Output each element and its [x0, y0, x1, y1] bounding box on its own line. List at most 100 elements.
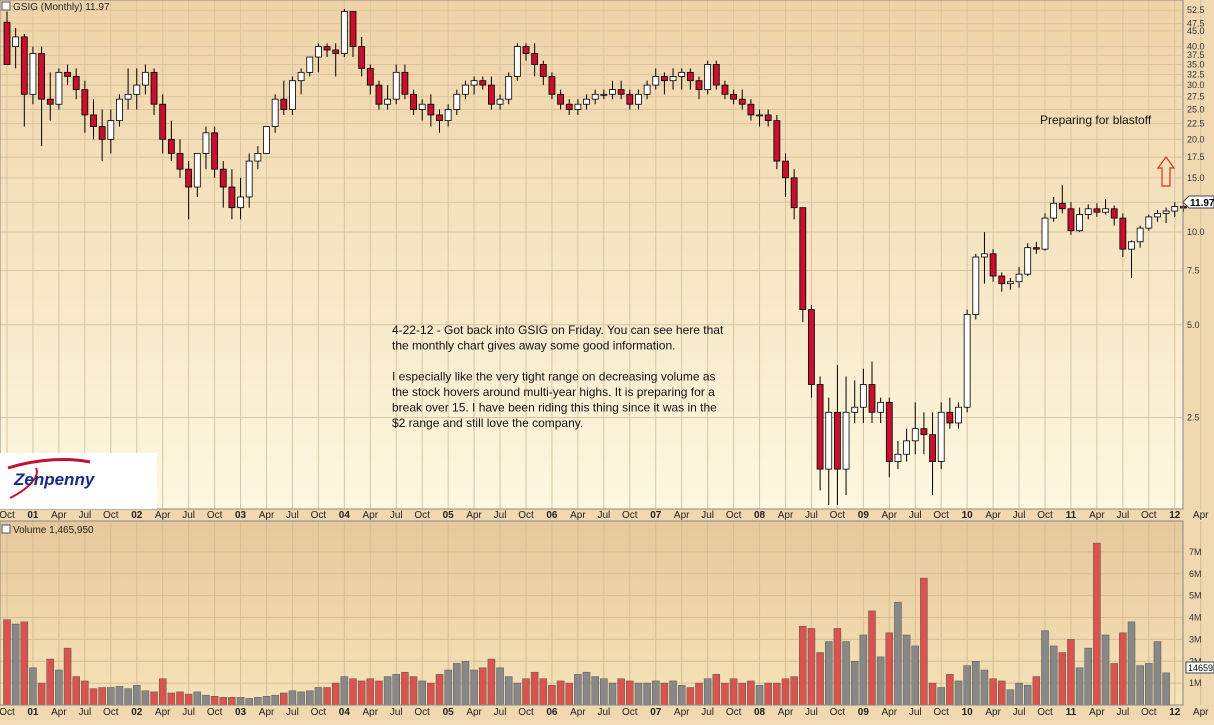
candle-body — [462, 84, 469, 95]
date-tick-label: Apr — [51, 510, 67, 521]
volume-bar — [799, 626, 807, 706]
volume-bar — [184, 693, 193, 706]
date-tick-label: 03 — [235, 707, 247, 718]
candle — [808, 304, 815, 398]
volume-bar — [236, 697, 245, 706]
candle-body — [600, 93, 608, 96]
date-tick-label: Apr — [1193, 510, 1209, 521]
date-tick-label: Jul — [286, 510, 299, 521]
volume-bar — [3, 619, 11, 706]
date-tick-label: Apr — [1193, 707, 1209, 718]
candle — [557, 89, 564, 110]
candle — [150, 68, 158, 115]
candle — [392, 64, 400, 105]
date-tick-label: Jul — [701, 510, 714, 521]
candle — [704, 60, 712, 95]
candle-body — [989, 253, 997, 277]
date-tick-label: Jul — [805, 707, 818, 718]
candle — [583, 94, 590, 110]
volume-bar — [1119, 632, 1127, 706]
date-tick-label: 07 — [650, 510, 662, 521]
candle-body — [1162, 210, 1170, 214]
candle — [167, 120, 175, 162]
candle — [738, 89, 746, 110]
candle — [124, 68, 132, 110]
date-tick-label: Oct — [518, 707, 534, 718]
candle-body — [314, 46, 322, 58]
candle-body — [46, 98, 54, 105]
candle-body — [704, 64, 712, 91]
candle — [90, 99, 97, 140]
date-tick-label: Jul — [494, 707, 507, 718]
candle-body — [505, 76, 513, 100]
volume-bar — [401, 671, 409, 706]
candle — [652, 68, 660, 90]
candle-body — [963, 314, 971, 408]
candle-body — [1145, 216, 1153, 229]
candle-body — [808, 309, 815, 385]
candle — [678, 68, 686, 90]
price-tick-label: 5.0 — [1187, 320, 1200, 330]
volume-bar — [920, 577, 928, 706]
volume-bar — [461, 661, 470, 706]
volume-bar — [721, 682, 729, 706]
candle — [436, 109, 443, 133]
candle — [176, 139, 184, 178]
candle-body — [1058, 202, 1066, 210]
candle — [859, 368, 867, 423]
volume-bar — [591, 676, 599, 706]
date-tick-label: Jul — [805, 510, 818, 521]
date-tick-label: 11 — [1066, 707, 1077, 718]
volume-title: Volume 1,465,950 — [13, 525, 94, 536]
candle — [868, 361, 876, 423]
candle-body — [1110, 208, 1118, 219]
volume-bar — [617, 678, 625, 706]
volume-bar — [409, 676, 418, 706]
candle-body — [721, 84, 729, 95]
chart-icon — [1, 1, 11, 11]
candle — [314, 43, 322, 73]
date-tick-label: Apr — [1089, 510, 1105, 521]
volume-bar — [89, 688, 98, 706]
volume-bar — [764, 682, 772, 706]
candle-body — [245, 160, 253, 198]
volume-bar — [11, 623, 20, 706]
volume-bar — [81, 680, 89, 706]
candle — [505, 72, 513, 105]
candle — [496, 94, 504, 110]
candle-body — [193, 153, 201, 188]
date-tick-label: Jul — [701, 707, 714, 718]
volume-bar — [288, 690, 297, 706]
candle — [280, 80, 288, 115]
price-tick-label: 17.5 — [1187, 152, 1205, 162]
date-tick-label: Oct — [830, 510, 846, 521]
volume-bar — [124, 688, 132, 706]
volume-bar — [677, 685, 686, 706]
candle — [211, 126, 219, 178]
volume-bar — [1093, 542, 1101, 706]
candle-body — [981, 253, 988, 258]
candle — [877, 397, 885, 423]
candle-body — [998, 275, 1006, 285]
date-tick-label: Oct — [622, 510, 638, 521]
volume-bar — [1049, 645, 1058, 706]
volume-bar — [202, 694, 210, 706]
date-tick-label: Apr — [363, 510, 379, 521]
date-tick-label: Oct — [622, 707, 638, 718]
date-tick-label: 09 — [858, 707, 870, 718]
candle — [963, 309, 971, 413]
candle-body — [609, 89, 616, 95]
candle-body — [626, 93, 634, 105]
volume-bar — [55, 669, 63, 706]
date-tick-label: Apr — [1089, 707, 1105, 718]
volume-bar — [331, 682, 340, 706]
date-tick-label: Apr — [674, 707, 690, 718]
volume-bar — [946, 674, 954, 706]
date-tick-label: Jul — [182, 510, 195, 521]
candle-body — [1093, 208, 1101, 213]
volume-bar — [729, 678, 738, 706]
volume-tick-label: 4M — [1189, 613, 1202, 623]
volume-bar — [1075, 667, 1084, 706]
candle-body — [539, 64, 547, 77]
candle — [410, 89, 417, 115]
